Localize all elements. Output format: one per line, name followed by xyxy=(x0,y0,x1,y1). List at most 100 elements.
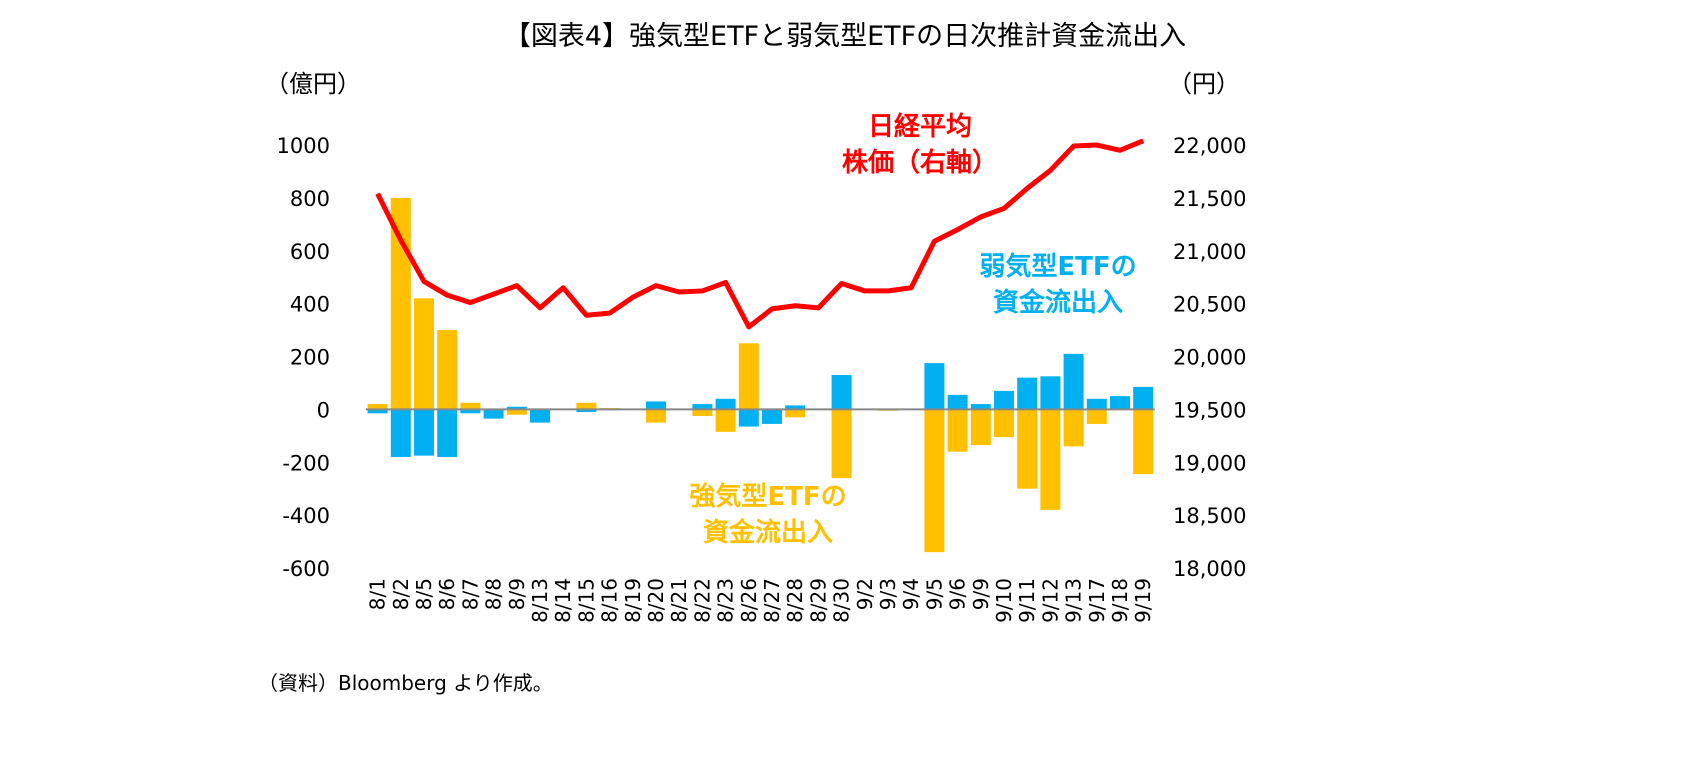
x-axis-tick: 8/2 xyxy=(389,578,413,610)
right-axis-tick: 18,500 xyxy=(1173,504,1246,528)
series-label: 弱気型ETFの xyxy=(979,251,1136,282)
bull-etf-bar xyxy=(785,409,806,418)
bear-etf-bar xyxy=(762,409,782,424)
left-axis-tick: 0 xyxy=(317,398,330,422)
bull-etf-bar xyxy=(970,409,991,446)
x-axis-tick: 8/13 xyxy=(528,578,552,623)
bull-etf-bar xyxy=(1017,409,1038,489)
series-label: 資金流出入 xyxy=(703,517,833,548)
bear-etf-bar xyxy=(414,409,434,456)
bear-etf-bar xyxy=(1133,386,1154,410)
x-axis-tick: 8/6 xyxy=(435,578,459,610)
bear-etf-bar xyxy=(506,406,527,410)
bear-etf-bar xyxy=(1017,377,1038,410)
x-axis-tick: 9/11 xyxy=(1015,578,1039,623)
bull-etf-bar xyxy=(437,330,458,410)
bear-etf-bar xyxy=(1110,396,1130,410)
x-axis-tick: 8/8 xyxy=(482,578,506,610)
x-axis-tick: 9/12 xyxy=(1038,578,1062,623)
bull-etf-bar xyxy=(1063,409,1084,447)
bear-etf-bar xyxy=(1086,398,1107,410)
left-axis-tick: 600 xyxy=(290,240,330,264)
x-axis-tick: 9/2 xyxy=(853,578,877,610)
bull-etf-bar xyxy=(692,409,713,416)
x-axis-tick: 8/16 xyxy=(598,578,622,623)
bear-etf-bar xyxy=(1040,376,1061,410)
bear-etf-bar xyxy=(831,375,852,410)
x-axis-tick: 8/22 xyxy=(690,578,714,623)
bear-etf-bar xyxy=(460,409,481,414)
series-label: 資金流出入 xyxy=(993,287,1123,318)
bull-etf-bar xyxy=(576,402,597,410)
x-axis-tick: 9/6 xyxy=(946,578,970,610)
bear-etf-bar xyxy=(367,409,388,414)
chart-title: 【図表4】強気型ETFと弱気型ETFの日次推計資金流出入 xyxy=(504,21,1186,52)
left-axis-tick: -600 xyxy=(282,557,330,581)
series-label: 日経平均 xyxy=(868,111,972,142)
bull-etf-bar xyxy=(367,404,388,410)
x-axis-tick: 8/1 xyxy=(366,578,390,610)
bull-etf-bar xyxy=(1040,409,1061,510)
bear-etf-bar xyxy=(483,409,504,419)
left-axis-tick: 1000 xyxy=(277,134,330,158)
right-axis-unit: （円） xyxy=(1168,70,1240,98)
x-axis-tick: 9/10 xyxy=(992,578,1016,623)
x-axis-tick: 9/13 xyxy=(1062,578,1086,623)
nikkei-line xyxy=(375,138,1145,330)
x-axis-tick: 8/27 xyxy=(760,578,784,623)
bull-etf-bar xyxy=(924,409,945,553)
x-axis-tick: 8/15 xyxy=(574,578,598,623)
right-axis-tick: 21,500 xyxy=(1173,187,1246,211)
right-axis-tick: 22,000 xyxy=(1173,134,1246,158)
series-label: 強気型ETFの xyxy=(689,481,846,512)
x-axis-tick: 8/9 xyxy=(505,578,529,610)
series-label: 株価（右軸） xyxy=(842,147,998,178)
bull-etf-bar xyxy=(738,343,759,410)
left-axis-tick: 200 xyxy=(290,346,330,370)
bear-etf-bar xyxy=(530,409,550,423)
x-axis-tick: 8/28 xyxy=(783,578,807,623)
right-axis-tick: 19,500 xyxy=(1173,398,1246,422)
x-axis-tick: 8/5 xyxy=(412,578,436,610)
x-axis-tick: 8/26 xyxy=(737,578,761,623)
right-axis-tick: 20,500 xyxy=(1173,293,1246,317)
bull-etf-bar xyxy=(460,402,481,410)
bull-etf-bar xyxy=(646,409,666,423)
right-axis-tick: 20,000 xyxy=(1173,346,1246,370)
bull-etf-bar xyxy=(414,298,434,410)
x-axis-tick: 8/14 xyxy=(551,578,575,623)
x-axis-tick: 9/9 xyxy=(969,578,993,610)
right-axis-tick: 21,000 xyxy=(1173,240,1246,264)
x-axis-tick: 8/7 xyxy=(458,578,482,610)
bear-etf-bar xyxy=(390,409,411,457)
bull-etf-bar xyxy=(506,409,527,415)
x-axis-tick: 9/5 xyxy=(922,578,946,610)
x-axis-tick: 8/30 xyxy=(830,578,854,623)
x-axis-tick: 8/29 xyxy=(806,578,830,623)
bull-etf-bar xyxy=(715,409,736,432)
bear-etf-bar xyxy=(692,404,713,410)
x-axis-tick: 8/20 xyxy=(644,578,668,623)
bull-etf-bar xyxy=(831,409,852,479)
bear-etf-bar xyxy=(738,409,759,427)
x-axis-tick: 8/19 xyxy=(621,578,645,623)
bull-etf-bar xyxy=(1133,409,1154,475)
bear-etf-bar xyxy=(576,409,597,413)
bear-etf-bar xyxy=(947,394,968,410)
x-axis-tick: 9/19 xyxy=(1131,578,1155,623)
bear-etf-bar xyxy=(437,409,458,457)
bull-etf-bar xyxy=(994,409,1014,438)
right-axis-tick: 19,000 xyxy=(1173,451,1246,475)
source-note: （資料）Bloomberg より作成。 xyxy=(258,671,553,695)
bull-etf-bar xyxy=(1086,409,1107,424)
x-axis-tick: 9/18 xyxy=(1108,578,1132,623)
left-axis-tick: 800 xyxy=(290,187,330,211)
x-axis-tick: 8/23 xyxy=(714,578,738,623)
x-axis-tick: 9/3 xyxy=(876,578,900,610)
bear-etf-bar xyxy=(1063,353,1084,410)
bear-etf-bar xyxy=(646,401,666,410)
x-axis-tick: 9/4 xyxy=(899,578,923,610)
bull-etf-bar xyxy=(947,409,968,452)
x-axis-tick: 8/21 xyxy=(667,578,691,623)
